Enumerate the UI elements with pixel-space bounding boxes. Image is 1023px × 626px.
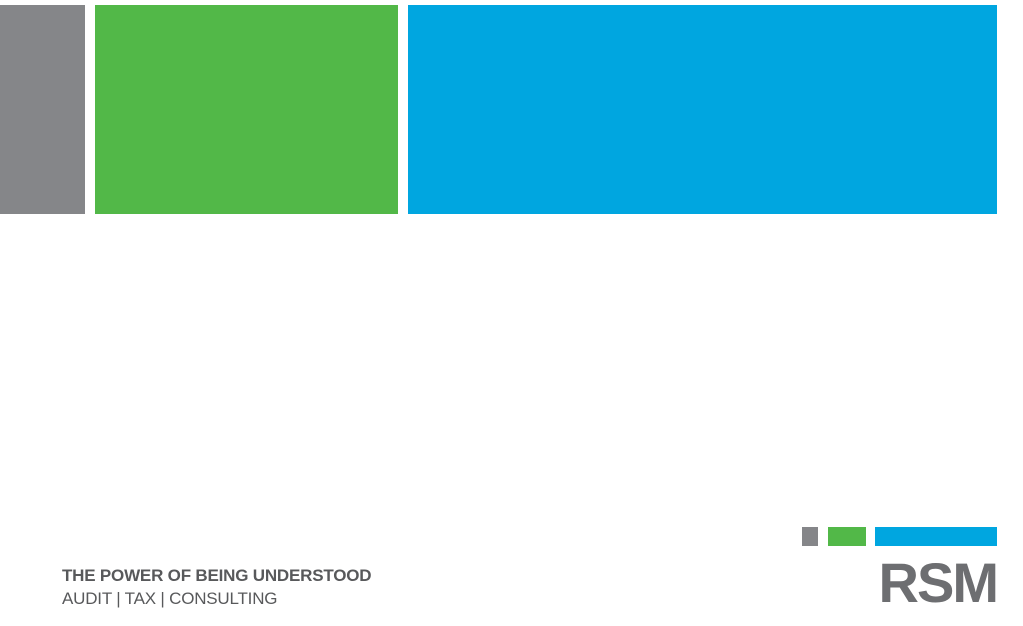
- tagline-services: AUDIT | TAX | CONSULTING: [62, 589, 278, 608]
- gray-color-block: [0, 5, 85, 214]
- logo-green-bar: [828, 527, 866, 546]
- logo-wordmark: RSM: [878, 551, 999, 614]
- rsm-logo: RSM: [802, 527, 999, 614]
- tagline-slogan: THE POWER OF BEING UNDERSTOOD: [62, 566, 372, 585]
- logo-gray-bar: [802, 527, 818, 546]
- blue-color-block: [408, 5, 997, 214]
- tagline: THE POWER OF BEING UNDERSTOOD AUDIT | TA…: [62, 566, 372, 608]
- green-color-block: [95, 5, 398, 214]
- logo-blue-bar: [875, 527, 997, 546]
